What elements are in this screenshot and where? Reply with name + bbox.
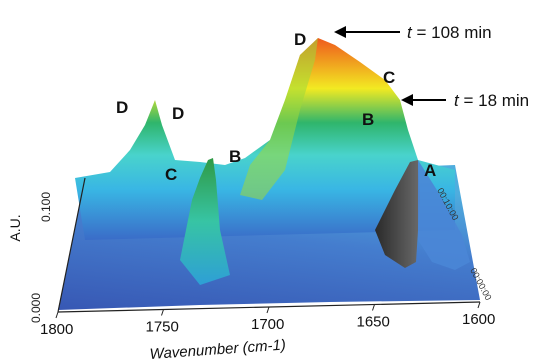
peak-label-d1: D <box>116 98 128 117</box>
annotation-label-18: = 18 min <box>459 91 529 110</box>
arrow-head-18 <box>401 94 413 106</box>
peak-label-a: A <box>424 161 436 180</box>
surface-front-ridge <box>180 158 230 285</box>
z-axis-ticks: 0.000 0.100 <box>29 192 53 323</box>
annotation-t-18: t <box>454 91 460 110</box>
x-tick-label: 1750 <box>146 319 179 336</box>
z-tick-label: 0.100 <box>39 192 53 222</box>
x-tick-mark <box>266 306 270 314</box>
x-tick-label: 1650 <box>357 314 390 331</box>
peak-label-d2: D <box>172 104 184 123</box>
x-tick-mark <box>161 309 164 316</box>
peak-label-b1: B <box>229 147 241 166</box>
x-tick-label: 1700 <box>251 316 284 333</box>
x-axis-ticks: 1800 1750 1700 1650 1600 <box>40 301 495 338</box>
time-annotation-18: t = 18 min <box>401 91 529 110</box>
svg-text:t = 18 min: t = 18 min <box>454 91 529 110</box>
svg-text:t = 108 min: t = 108 min <box>407 23 492 42</box>
peak-label-d3: D <box>294 30 306 49</box>
peak-label-b2: B <box>362 110 374 129</box>
arrow-head-108 <box>334 26 346 38</box>
peak-labels: D D C B D C B A <box>116 30 436 184</box>
time-annotation-108: t = 108 min <box>334 23 492 42</box>
x-axis-label: Wavenumber (cm-1) <box>149 337 286 363</box>
surface-back-envelope <box>75 38 455 240</box>
z-axis-line <box>57 177 86 313</box>
surface-band-shade <box>240 38 318 200</box>
surface-dark-band <box>375 160 420 268</box>
annotation-label-108: = 108 min <box>412 23 492 42</box>
z-axis-label: A.U. <box>7 214 23 241</box>
x-tick-mark <box>55 311 59 319</box>
peak-label-c2: C <box>383 68 395 87</box>
x-tick-label: 1800 <box>40 321 73 338</box>
z-tick-label: 0.000 <box>29 293 43 323</box>
x-tick-label: 1600 <box>462 311 495 328</box>
annotation-t-108: t <box>407 23 413 42</box>
peak-label-c1: C <box>165 165 177 184</box>
x-tick-mark <box>372 304 375 311</box>
x-tick-mark <box>477 301 481 309</box>
surface-right-shoulder <box>418 160 470 270</box>
